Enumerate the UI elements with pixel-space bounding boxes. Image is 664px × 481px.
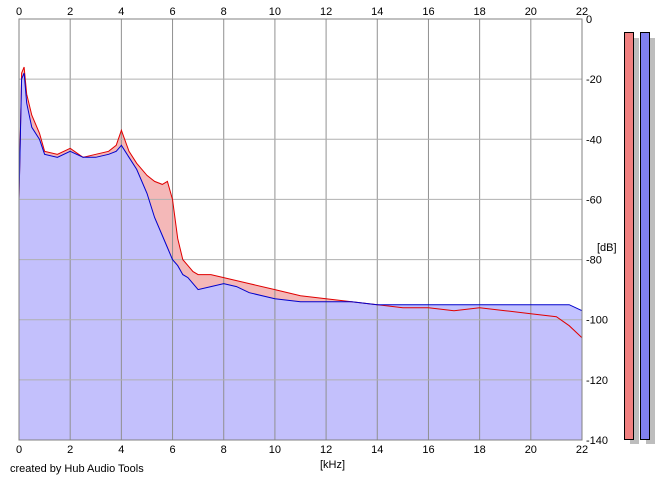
series-lines: [18, 66, 583, 339]
x-tick-label-top: 20: [525, 6, 537, 18]
x-tick-labels-top: 0 2 4 6 8 10 12 14 16 18 20 22: [16, 6, 588, 18]
y-tick-labels: 0 -20 -40 -60 -80 -100 -120 -140: [586, 14, 608, 447]
x-tick-label-top: 12: [320, 6, 332, 18]
x-tick-label-top: 14: [371, 6, 383, 18]
y-tick-label: -60: [586, 194, 602, 206]
y-tick-label: -140: [586, 435, 608, 447]
x-tick-label-top: 18: [474, 6, 486, 18]
x-tick-label-top: 0: [16, 6, 22, 18]
series-1-area: [19, 73, 582, 440]
y-axis-label: [dB]: [597, 242, 617, 254]
x-tick-label-bottom: 2: [67, 444, 73, 456]
x-axis-label: [kHz]: [320, 459, 345, 471]
x-tick-labels-bottom: 0 2 4 6 8 10 12 14 16 18 20 22: [16, 444, 588, 456]
y-tick-label: -20: [586, 74, 602, 86]
left-meter-shadow: [630, 38, 639, 444]
x-tick-label-bottom: 4: [118, 444, 124, 456]
x-tick-label-bottom: 0: [16, 444, 22, 456]
x-tick-label-top: 8: [221, 6, 227, 18]
y-tick-label: -100: [586, 315, 608, 327]
x-tick-label-top: 2: [67, 6, 73, 18]
x-tick-label-top: 6: [169, 6, 175, 18]
right-channel-level-meter: [640, 32, 650, 440]
series-1-line: [18, 72, 583, 312]
x-tick-label-bottom: 22: [576, 444, 588, 456]
y-tick-label: -120: [586, 375, 608, 387]
x-tick-label-bottom: 12: [320, 444, 332, 456]
series-0-line: [18, 66, 583, 339]
credit-text: created by Hub Audio Tools: [10, 463, 144, 475]
x-tick-label-bottom: 8: [221, 444, 227, 456]
x-tick-label-bottom: 6: [169, 444, 175, 456]
x-tick-label-bottom: 18: [474, 444, 486, 456]
series-fills: [19, 67, 582, 440]
y-tick-label: -40: [586, 134, 602, 146]
y-tick-label: -80: [586, 255, 602, 267]
y-tick-label: 0: [586, 14, 592, 26]
x-tick-label-top: 4: [118, 6, 124, 18]
right-meter-shadow: [646, 38, 655, 444]
plot-frame: [18, 18, 583, 441]
x-tick-label-bottom: 20: [525, 444, 537, 456]
x-tick-label-bottom: 16: [422, 444, 434, 456]
x-tick-label-top: 10: [269, 6, 281, 18]
x-tick-label-top: 22: [576, 6, 588, 18]
left-channel-level-meter: [624, 32, 634, 440]
x-tick-label-top: 16: [422, 6, 434, 18]
x-tick-label-bottom: 14: [371, 444, 383, 456]
x-tick-label-bottom: 10: [269, 444, 281, 456]
